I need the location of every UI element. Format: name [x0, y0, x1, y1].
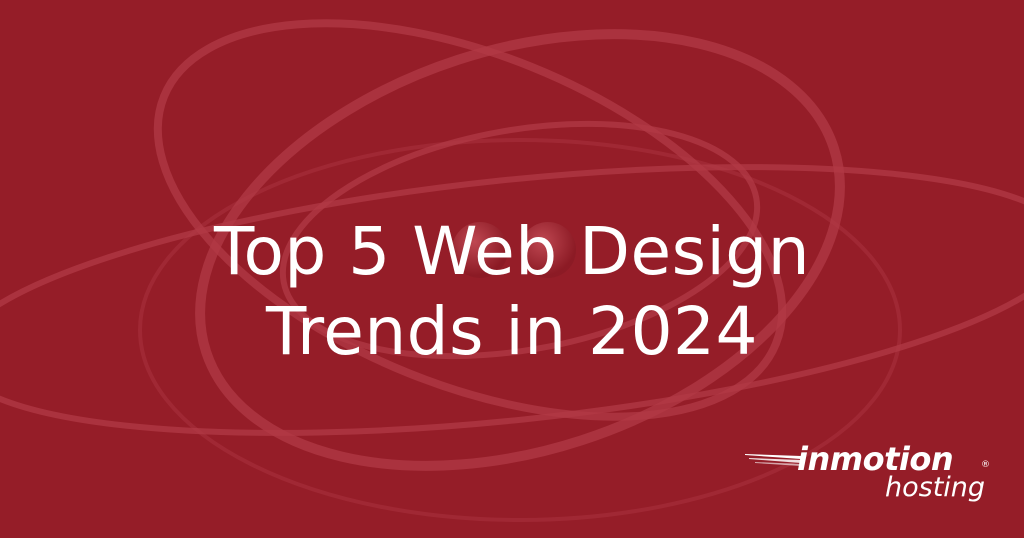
logo-registered-mark: ® — [981, 460, 990, 470]
speed-lines-icon — [745, 454, 801, 466]
page-title: Top 5 Web Design Trends in 2024 — [0, 212, 1024, 372]
logo-sub: hosting — [885, 472, 986, 503]
sphere-right — [520, 222, 576, 278]
inmotion-hosting-logo: inmotion ® hosting — [745, 440, 995, 510]
sphere-left — [452, 222, 508, 278]
title-line-1: Top 5 Web Design — [213, 213, 811, 291]
logo-brand: inmotion — [797, 440, 954, 478]
title-line-2: Trends in 2024 — [265, 293, 759, 371]
